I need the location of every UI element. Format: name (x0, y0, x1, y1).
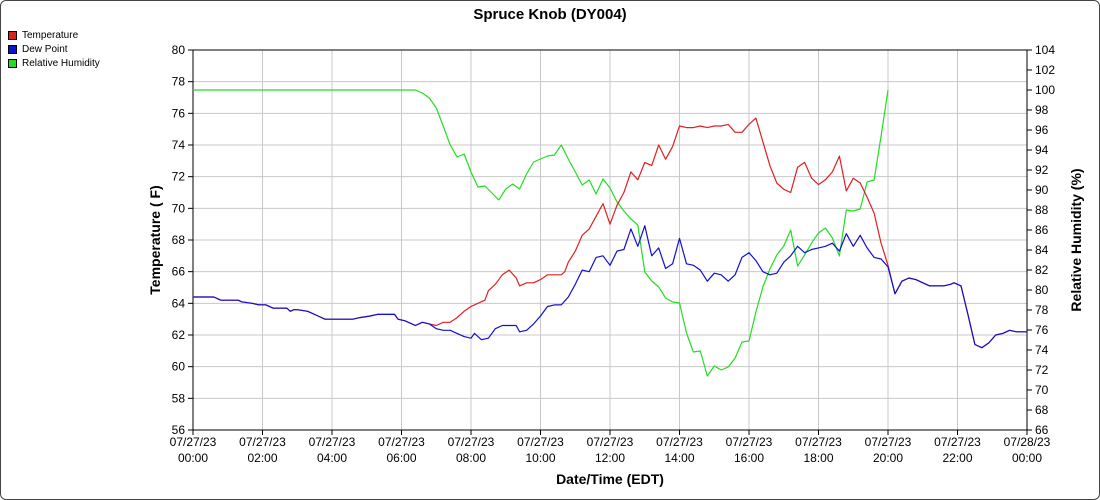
right-axis: 66 68 70 72 74 76 78 80 82 84 86 88 90 92 94 96 98 100 102… (1027, 43, 1055, 437)
legend-swatch-dew-point (8, 44, 17, 54)
legend-label-temperature: Temperature (22, 29, 79, 41)
x-axis: 07/27/23 00:00 07/27/23 02:00 07/27/23 04:00 0… (170, 430, 1051, 465)
chart-title: Spruce Knob (DY004) (473, 6, 626, 23)
series-group (193, 89, 1027, 377)
x-tick-time-label: 06:00 (386, 451, 416, 465)
right-tick-label: 88 (1035, 203, 1049, 217)
x-tick-time-label: 00:00 (1012, 451, 1042, 465)
right-tick-label: 94 (1035, 143, 1049, 157)
left-tick-label: 58 (172, 391, 186, 405)
x-tick-time-label: 00:00 (178, 451, 208, 465)
x-axis-title: Date/Time (EDT) (556, 471, 664, 487)
right-tick-label: 102 (1035, 63, 1055, 77)
legend-label-dew-point: Dew Point (22, 43, 68, 55)
left-tick-label: 72 (172, 170, 186, 184)
left-tick-label: 76 (172, 106, 186, 120)
left-tick-label: 74 (172, 138, 186, 152)
legend-swatch-temperature (8, 30, 17, 40)
x-tick-date-label: 07/27/23 (795, 435, 842, 449)
x-tick-date-label: 07/27/23 (448, 435, 495, 449)
x-tick-time-label: 22:00 (942, 451, 972, 465)
x-tick-time-label: 14:00 (664, 451, 694, 465)
right-axis-title: Relative Humidity (%) (1068, 168, 1084, 311)
legend-item-dew-point: Dew Point (8, 42, 100, 56)
left-tick-label: 62 (172, 328, 186, 342)
legend-item-temperature: Temperature (8, 28, 100, 42)
x-tick-date-label: 07/27/23 (239, 435, 286, 449)
x-tick-date-label: 07/27/23 (517, 435, 564, 449)
right-tick-label: 96 (1035, 123, 1049, 137)
x-tick-date-label: 07/27/23 (378, 435, 425, 449)
right-tick-label: 74 (1035, 343, 1049, 357)
right-tick-label: 92 (1035, 163, 1049, 177)
right-tick-label: 76 (1035, 323, 1049, 337)
x-tick-date-label: 07/28/23 (1004, 435, 1051, 449)
x-tick-time-label: 20:00 (873, 451, 903, 465)
x-tick-date-label: 07/27/23 (587, 435, 634, 449)
x-tick-time-label: 16:00 (734, 451, 764, 465)
right-tick-label: 84 (1035, 243, 1049, 257)
x-tick-date-label: 07/27/23 (726, 435, 773, 449)
right-tick-label: 104 (1035, 43, 1055, 57)
legend: Temperature Dew Point Relative Humidity (8, 28, 100, 70)
right-tick-label: 66 (1035, 423, 1049, 437)
x-tick-time-label: 10:00 (525, 451, 555, 465)
x-tick-date-label: 07/27/23 (170, 435, 217, 449)
legend-label-relative-humidity: Relative Humidity (22, 57, 100, 69)
left-tick-label: 68 (172, 233, 186, 247)
x-tick-date-label: 07/27/23 (309, 435, 356, 449)
left-tick-label: 70 (172, 201, 186, 215)
left-tick-label: 60 (172, 360, 186, 374)
left-tick-label: 56 (172, 423, 186, 437)
right-tick-label: 72 (1035, 363, 1049, 377)
right-tick-label: 78 (1035, 303, 1049, 317)
right-tick-label: 86 (1035, 223, 1049, 237)
left-axis: 56 58 60 62 64 66 68 70 72 74 76 78 80 (172, 43, 193, 437)
legend-item-relative-humidity: Relative Humidity (8, 56, 100, 70)
x-tick-time-label: 08:00 (456, 451, 486, 465)
legend-swatch-relative-humidity (8, 58, 17, 68)
x-tick-time-label: 02:00 (247, 451, 277, 465)
left-tick-label: 78 (172, 75, 186, 89)
right-tick-label: 98 (1035, 103, 1049, 117)
x-tick-time-label: 12:00 (595, 451, 625, 465)
right-tick-label: 90 (1035, 183, 1049, 197)
left-tick-label: 64 (172, 296, 186, 310)
right-tick-label: 68 (1035, 403, 1049, 417)
right-tick-label: 100 (1035, 83, 1055, 97)
x-tick-date-label: 07/27/23 (865, 435, 912, 449)
x-tick-time-label: 04:00 (317, 451, 347, 465)
right-tick-label: 80 (1035, 283, 1049, 297)
x-tick-date-label: 07/27/23 (934, 435, 981, 449)
series-line-relative-humidity (193, 89, 889, 377)
left-tick-label: 80 (172, 43, 186, 57)
right-tick-label: 70 (1035, 383, 1049, 397)
x-tick-date-label: 07/27/23 (656, 435, 703, 449)
grid (192, 49, 1028, 431)
right-tick-label: 82 (1035, 263, 1049, 277)
series-line-dew-point (193, 225, 1027, 349)
left-tick-label: 66 (172, 265, 186, 279)
x-tick-time-label: 18:00 (803, 451, 833, 465)
left-axis-title: Temperature ( F) (147, 185, 163, 294)
